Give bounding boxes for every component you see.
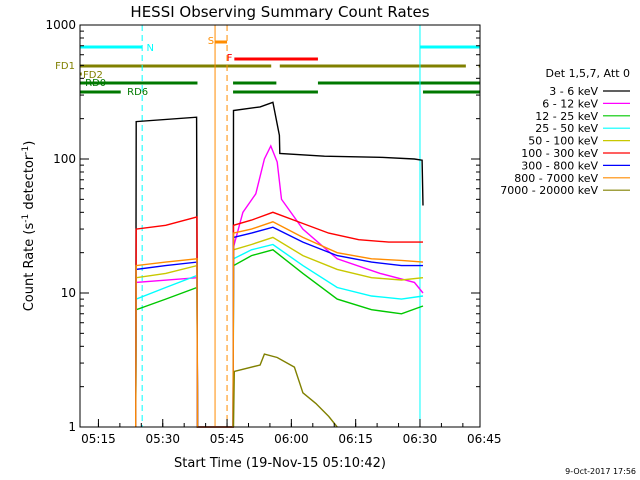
y-label-main: Count Rate (s	[22, 223, 37, 312]
series-50to100kev	[135, 236, 424, 428]
series-100to300kev	[135, 211, 423, 428]
flag-fd1-label: FD1	[55, 61, 75, 72]
series-6to12kev	[135, 144, 424, 428]
y-tick-label: 1000	[45, 18, 76, 32]
legend-label: 6 - 12 keV	[542, 97, 598, 110]
x-tick-label: 05:45	[210, 432, 245, 446]
x-tick-label: 05:15	[81, 432, 116, 446]
series-25to50kev	[135, 243, 424, 428]
y-axis-label: Count Rate (s-1 detector-1)	[21, 141, 37, 312]
flag-n-label: N	[146, 43, 153, 54]
legend-label: 12 - 25 keV	[535, 110, 598, 123]
flag-rd6-label: RD6	[127, 87, 148, 98]
x-axis-label: Start Time (19-Nov-15 05:10:42)	[174, 456, 386, 471]
legend-label: 50 - 100 keV	[528, 135, 598, 148]
flag-f-label: F	[227, 53, 233, 64]
y-tick-label: 10	[61, 286, 76, 300]
flag-s-label: S	[208, 36, 214, 47]
series-300to800kev	[135, 226, 423, 428]
y-tick-label: 1	[68, 420, 76, 434]
flag-fd2-label: FD2	[83, 70, 103, 81]
y-label-sup1: -1	[21, 214, 31, 223]
timestamp: 9-Oct-2017 17:56	[565, 467, 636, 476]
x-tick-label: 05:30	[145, 432, 180, 446]
series-12to25kev	[135, 249, 424, 428]
legend-label: 300 - 800 keV	[521, 159, 598, 172]
data-series	[135, 101, 424, 428]
x-tick-label: 06:15	[338, 432, 373, 446]
y-label-end: )	[22, 141, 37, 146]
legend-title: Det 1,5,7, Att 0	[546, 67, 630, 80]
legend-label: 800 - 7000 keV	[514, 172, 598, 185]
y-tick-label: 100	[53, 152, 76, 166]
legend-label: 3 - 6 keV	[549, 85, 598, 98]
legend-label: 100 - 300 keV	[521, 147, 598, 160]
series-7000to20000kev	[232, 353, 338, 428]
plot-frame	[79, 24, 481, 428]
y-label-sup2: -1	[21, 146, 31, 155]
axis-ticks: 05:15 05:30 05:45 06:00 06:15 06:30 06:45 1 10 10…	[45, 18, 501, 446]
x-tick-label: 06:45	[467, 432, 502, 446]
legend-label: 7000 - 20000 keV	[500, 184, 598, 197]
x-tick-label: 06:00	[274, 432, 309, 446]
legend-label: 25 - 50 keV	[535, 122, 598, 135]
y-label-mid: detector	[22, 154, 37, 214]
x-tick-label: 06:30	[403, 432, 438, 446]
chart-title: HESSI Observing Summary Count Rates	[130, 3, 429, 21]
flag-rd0-label: RD0	[85, 78, 106, 89]
series-800to7000kev	[135, 221, 424, 428]
